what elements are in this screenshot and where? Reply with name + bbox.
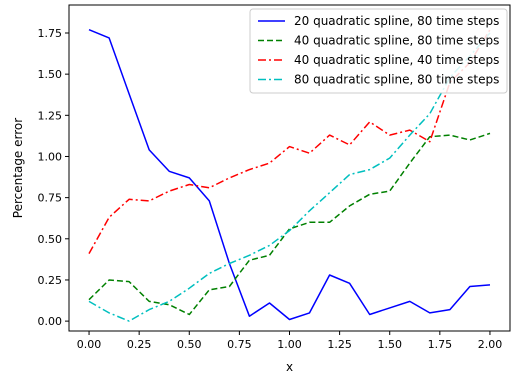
x-tick-label: 1.00 — [277, 338, 302, 351]
y-axis: 0.00 0.25 0.50 0.75 1.00 1.25 1.50 1.75 — [38, 27, 69, 328]
series-layer — [88, 29, 491, 322]
x-axis: 0.00 0.25 0.50 0.75 1.00 1.25 1.50 1.75 2.00 — [77, 331, 502, 351]
y-tick-label: 1.00 — [38, 150, 63, 163]
legend-label-4: 80 quadratic spline, 80 time steps — [294, 73, 499, 87]
y-tick-label: 1.75 — [38, 27, 63, 40]
x-tick-label: 0.00 — [77, 338, 102, 351]
y-tick-label: 0.25 — [38, 274, 63, 287]
series-line-2 — [88, 132, 491, 316]
series-line-4 — [88, 32, 491, 322]
y-tick-label: 1.25 — [38, 109, 63, 122]
legend: 20 quadratic spline, 80 time steps 40 qua… — [249, 8, 508, 94]
y-tick-label: 1.50 — [38, 68, 63, 81]
x-tick-label: 0.25 — [127, 338, 152, 351]
legend-label-3: 40 quadratic spline, 40 time steps — [294, 53, 499, 67]
legend-box — [249, 8, 508, 94]
x-tick-label: 0.75 — [227, 338, 252, 351]
x-tick-label: 1.50 — [377, 338, 402, 351]
x-tick-label: 0.50 — [177, 338, 202, 351]
x-tick-label: 1.75 — [428, 338, 453, 351]
series-line-3 — [88, 29, 491, 254]
x-axis-label: x — [286, 360, 293, 374]
y-tick-label: 0.75 — [38, 192, 63, 205]
y-axis-label: Percentage error — [11, 118, 25, 218]
y-tick-label: 0.50 — [38, 233, 63, 246]
y-tick-label: 0.00 — [38, 315, 63, 328]
x-tick-label: 1.25 — [327, 338, 352, 351]
series-line-1 — [88, 29, 491, 321]
legend-label-2: 40 quadratic spline, 80 time steps — [294, 34, 499, 48]
legend-label-1: 20 quadratic spline, 80 time steps — [294, 14, 499, 28]
x-tick-label: 2.00 — [478, 338, 503, 351]
